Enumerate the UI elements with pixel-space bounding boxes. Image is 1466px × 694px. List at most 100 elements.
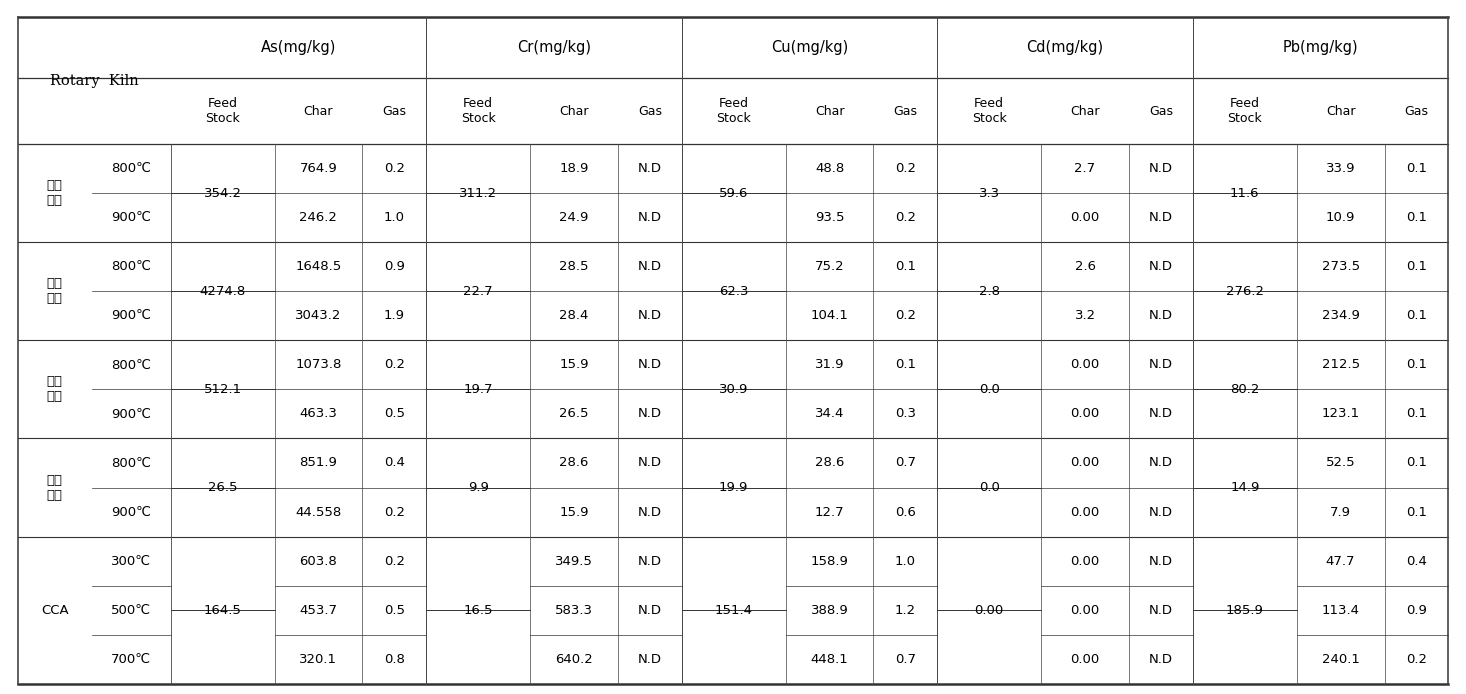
Text: 113.4: 113.4: [1322, 604, 1359, 616]
Text: 12.7: 12.7: [815, 505, 844, 518]
Text: N.D: N.D: [638, 555, 661, 568]
Text: 0.7: 0.7: [894, 457, 916, 470]
Text: 212.5: 212.5: [1321, 358, 1359, 371]
Text: N.D: N.D: [1149, 162, 1173, 176]
Text: 0.0: 0.0: [979, 383, 1000, 396]
Text: 30.9: 30.9: [718, 383, 748, 396]
Text: 93.5: 93.5: [815, 212, 844, 224]
Text: 2.6: 2.6: [1075, 260, 1095, 273]
Text: 0.2: 0.2: [894, 212, 916, 224]
Text: N.D: N.D: [638, 457, 661, 470]
Text: 16.5: 16.5: [463, 604, 493, 616]
Text: 장항
광재: 장항 광재: [47, 473, 63, 502]
Text: 0.1: 0.1: [1406, 457, 1426, 470]
Text: 900℃: 900℃: [111, 212, 151, 224]
Text: 2.7: 2.7: [1075, 162, 1095, 176]
Text: 1.2: 1.2: [894, 604, 916, 616]
Text: N.D: N.D: [638, 604, 661, 616]
Text: Char: Char: [815, 105, 844, 118]
Text: 26.5: 26.5: [559, 407, 589, 421]
Text: 19.7: 19.7: [463, 383, 493, 396]
Text: 28.6: 28.6: [815, 457, 844, 470]
Text: 0.00: 0.00: [1070, 505, 1100, 518]
Text: N.D: N.D: [638, 505, 661, 518]
Text: N.D: N.D: [1149, 505, 1173, 518]
Text: Feed
Stock: Feed Stock: [1227, 97, 1262, 126]
Text: 0.00: 0.00: [1070, 407, 1100, 421]
Text: 0.1: 0.1: [1406, 260, 1426, 273]
Text: 19.9: 19.9: [718, 481, 748, 494]
Text: N.D: N.D: [638, 162, 661, 176]
Text: 신림
광재: 신림 광재: [47, 375, 63, 403]
Text: 0.4: 0.4: [1406, 555, 1426, 568]
Text: 0.1: 0.1: [1406, 310, 1426, 323]
Text: 104.1: 104.1: [811, 310, 849, 323]
Text: 512.1: 512.1: [204, 383, 242, 396]
Text: 0.5: 0.5: [384, 407, 405, 421]
Text: 47.7: 47.7: [1325, 555, 1356, 568]
Text: 34.4: 34.4: [815, 407, 844, 421]
Text: 0.1: 0.1: [1406, 358, 1426, 371]
Text: N.D: N.D: [1149, 310, 1173, 323]
Text: As(mg/kg): As(mg/kg): [261, 40, 336, 56]
Text: Char: Char: [303, 105, 333, 118]
Text: 0.2: 0.2: [1406, 652, 1426, 666]
Text: 1.9: 1.9: [384, 310, 405, 323]
Text: N.D: N.D: [638, 310, 661, 323]
Text: 33.9: 33.9: [1325, 162, 1356, 176]
Text: 0.2: 0.2: [894, 310, 916, 323]
Text: 900℃: 900℃: [111, 310, 151, 323]
Text: 2.8: 2.8: [979, 285, 1000, 298]
Text: Feed
Stock: Feed Stock: [717, 97, 751, 126]
Text: Char: Char: [559, 105, 589, 118]
Text: N.D: N.D: [638, 212, 661, 224]
Text: 158.9: 158.9: [811, 555, 849, 568]
Text: 22.7: 22.7: [463, 285, 493, 298]
Text: 764.9: 764.9: [299, 162, 337, 176]
Text: 3043.2: 3043.2: [295, 310, 342, 323]
Text: 0.2: 0.2: [384, 162, 405, 176]
Text: 1073.8: 1073.8: [295, 358, 342, 371]
Text: 234.9: 234.9: [1322, 310, 1359, 323]
Text: 0.4: 0.4: [384, 457, 405, 470]
Text: 0.2: 0.2: [894, 162, 916, 176]
Text: 0.9: 0.9: [1406, 604, 1426, 616]
Text: 800℃: 800℃: [111, 260, 151, 273]
Text: N.D: N.D: [1149, 407, 1173, 421]
Text: 0.9: 0.9: [384, 260, 405, 273]
Text: 0.5: 0.5: [384, 604, 405, 616]
Text: 640.2: 640.2: [556, 652, 592, 666]
Text: 11.6: 11.6: [1230, 187, 1259, 200]
Text: 1.0: 1.0: [384, 212, 405, 224]
Text: 300℃: 300℃: [111, 555, 151, 568]
Text: Feed
Stock: Feed Stock: [205, 97, 240, 126]
Text: Cd(mg/kg): Cd(mg/kg): [1026, 40, 1104, 56]
Text: 0.00: 0.00: [1070, 555, 1100, 568]
Text: 0.00: 0.00: [1070, 652, 1100, 666]
Text: Gas: Gas: [1149, 105, 1173, 118]
Text: N.D: N.D: [638, 407, 661, 421]
Text: 28.5: 28.5: [559, 260, 589, 273]
Text: 52.5: 52.5: [1325, 457, 1356, 470]
Text: N.D: N.D: [638, 358, 661, 371]
Text: 800℃: 800℃: [111, 457, 151, 470]
Text: 0.2: 0.2: [384, 555, 405, 568]
Text: N.D: N.D: [1149, 212, 1173, 224]
Text: Feed
Stock: Feed Stock: [460, 97, 496, 126]
Text: 0.00: 0.00: [1070, 212, 1100, 224]
Text: 463.3: 463.3: [299, 407, 337, 421]
Text: 4274.8: 4274.8: [199, 285, 246, 298]
Text: 15.9: 15.9: [559, 358, 589, 371]
Text: 603.8: 603.8: [299, 555, 337, 568]
Text: 44.558: 44.558: [295, 505, 342, 518]
Text: 354.2: 354.2: [204, 187, 242, 200]
Text: 388.9: 388.9: [811, 604, 849, 616]
Text: 0.00: 0.00: [975, 604, 1004, 616]
Text: 273.5: 273.5: [1321, 260, 1359, 273]
Text: 0.8: 0.8: [384, 652, 405, 666]
Text: 14.9: 14.9: [1230, 481, 1259, 494]
Text: 3.3: 3.3: [979, 187, 1000, 200]
Text: 246.2: 246.2: [299, 212, 337, 224]
Text: 7.9: 7.9: [1330, 505, 1352, 518]
Text: 0.0: 0.0: [979, 481, 1000, 494]
